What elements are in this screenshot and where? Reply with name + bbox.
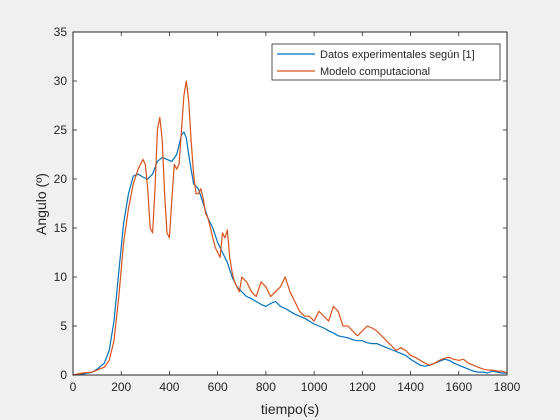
x-axis-label: tiempo(s) [261,401,319,417]
y-axis: 0 5 10 15 20 25 30 35 [54,25,507,382]
x-tick-label: 1400 [397,380,424,394]
x-axis: 0 200 400 600 800 1000 1200 1400 1600 1800 [70,32,521,394]
y-tick-label: 30 [54,74,68,88]
y-tick-label: 35 [54,25,68,39]
legend-label-model: Modelo computacional [320,66,430,78]
y-tick-label: 10 [54,270,68,284]
x-tick-label: 0 [70,380,77,394]
plot-area [73,32,507,375]
y-tick-label: 15 [54,221,68,235]
x-tick-label: 1200 [349,380,376,394]
x-tick-label: 1600 [445,380,472,394]
legend-box [271,43,501,81]
y-tick-label: 25 [54,123,68,137]
y-tick-label: 5 [60,319,67,333]
x-tick-label: 1800 [494,380,521,394]
plot-frame [72,31,508,376]
series-line-model [72,80,508,376]
legend-label-experimental: Datos experimentales según [1] [320,49,475,61]
legend: Datos experimentales según [1] Modelo co… [271,43,501,81]
x-tick-label: 200 [111,380,131,394]
y-tick-label: 20 [54,172,68,186]
x-tick-label: 1000 [301,380,328,394]
x-tick-label: 400 [159,380,179,394]
x-tick-label: 800 [256,380,276,394]
x-tick-label: 600 [208,380,228,394]
y-axis-label: Angulo (º) [33,173,49,235]
y-tick-label: 0 [60,368,67,382]
series-layer [72,80,508,376]
